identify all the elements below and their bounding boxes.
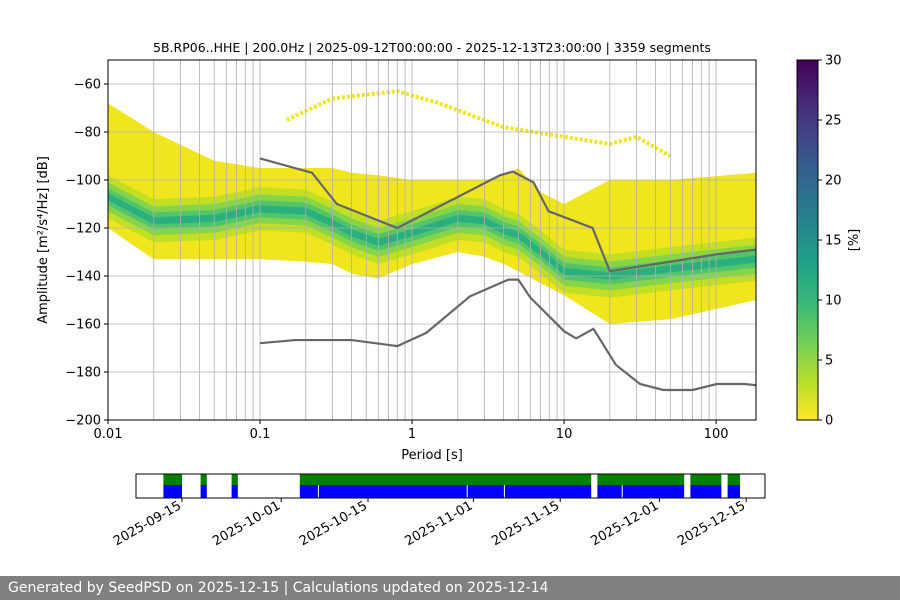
y-tick-label: −60 [74, 78, 101, 93]
footer: Generated by SeedPSD on 2025-12-15 | Cal… [0, 576, 900, 600]
coverage-segment-top [299, 474, 592, 485]
chart-title: 5B.RP06..HHE | 200.0Hz | 2025-09-12T00:0… [153, 40, 711, 55]
coverage-segment-bottom [690, 485, 722, 498]
coverage-timeline: 2025-09-15 2025-10-01 2025-10-15 2025-11-01… [111, 473, 766, 549]
grid [108, 60, 756, 420]
timeline-tick-label: 2025-10-15 [297, 498, 370, 549]
timeline-tick-label: 2025-11-15 [489, 498, 562, 549]
colorbar-tick-label: 30 [825, 54, 842, 69]
timeline-tick-label: 2025-10-01 [210, 498, 283, 549]
colorbar-tick-label: 10 [825, 294, 842, 309]
y-tick-label: −120 [65, 222, 101, 237]
coverage-segment-bottom [231, 485, 238, 498]
colorbar-scale [796, 59, 819, 421]
coverage-segment-top [690, 474, 722, 485]
noise-models [259, 157, 756, 392]
series-nlnm [259, 278, 756, 392]
coverage-segment-top [597, 474, 685, 485]
coverage-segment-bottom [200, 485, 207, 498]
coverage-segment-top [163, 474, 182, 485]
density-sparse-band [285, 89, 672, 158]
timeline-tick-label: 2025-09-15 [111, 498, 184, 549]
coverage-segment-top [200, 474, 207, 485]
density-layer [108, 89, 756, 324]
x-axis: 0.01 0.1 1 10 100 [94, 420, 729, 442]
coverage-segment-top [727, 474, 740, 485]
colorbar-tick-label: 25 [825, 114, 842, 129]
x-tick-label: 10 [556, 427, 573, 442]
coverage-segment-bottom [597, 485, 685, 498]
series-nhnm [259, 157, 756, 273]
timeline-frame [135, 473, 766, 499]
coverage-segment-bottom [727, 485, 740, 498]
timeline-tick-label: 2025-12-15 [675, 498, 748, 549]
y-axis: −60 −80 −100 −120 −140 −160 −180 −200 [65, 78, 108, 429]
x-tick-label: 0.1 [250, 427, 271, 442]
coverage-segment-bottom [163, 485, 182, 498]
timeline-tick-label: 2025-11-01 [402, 498, 475, 549]
coverage-segment-bottom [299, 485, 592, 498]
y-tick-label: −180 [65, 366, 101, 381]
x-tick-label: 100 [704, 427, 729, 442]
colorbar-tick-label: 20 [825, 174, 842, 189]
y-tick-label: −80 [74, 126, 101, 141]
plot-frame [107, 59, 757, 421]
x-tick-label: 0.01 [94, 427, 123, 442]
y-tick-label: −160 [65, 318, 101, 333]
colorbar-tick-label: 15 [825, 234, 842, 249]
y-tick-label: −200 [65, 414, 101, 429]
x-tick-label: 1 [408, 427, 416, 442]
colorbar-label: [%] [847, 229, 862, 252]
colorbar-tick-label: 0 [825, 414, 833, 429]
y-tick-label: −140 [65, 270, 101, 285]
footer-text: Generated by SeedPSD on 2025-12-15 | Cal… [8, 580, 549, 596]
x-axis-label: Period [s] [401, 448, 463, 463]
colorbar-tick-label: 5 [825, 354, 833, 369]
coverage-segment-top [231, 474, 238, 485]
y-axis-label: Amplitude [m²/s⁴/Hz] [dB] [36, 156, 51, 324]
colorbar: 0 5 10 15 20 25 30 [796, 54, 842, 429]
y-tick-label: −100 [65, 174, 101, 189]
timeline-tick-label: 2025-12-01 [588, 498, 661, 549]
